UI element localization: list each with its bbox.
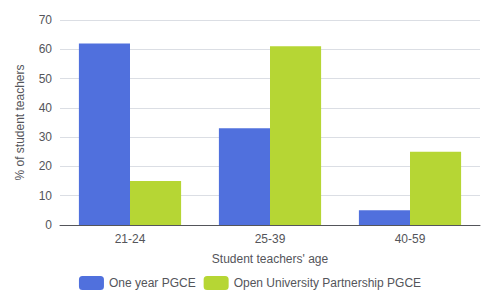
svg-text:50: 50 xyxy=(39,72,53,86)
svg-text:% of student teachers: % of student teachers xyxy=(13,64,27,180)
svg-text:30: 30 xyxy=(39,130,53,144)
svg-text:60: 60 xyxy=(39,42,53,56)
svg-text:10: 10 xyxy=(39,189,53,203)
svg-text:40: 40 xyxy=(39,101,53,115)
svg-text:Student teachers' age: Student teachers' age xyxy=(212,252,329,266)
svg-text:70: 70 xyxy=(39,13,53,27)
svg-text:0: 0 xyxy=(45,218,52,232)
svg-text:One year PGCE: One year PGCE xyxy=(109,276,196,290)
svg-text:Open University Partnership PG: Open University Partnership PGCE xyxy=(234,276,421,290)
svg-text:40-59: 40-59 xyxy=(395,232,426,246)
svg-text:25-39: 25-39 xyxy=(255,232,286,246)
svg-text:21-24: 21-24 xyxy=(115,232,146,246)
svg-text:20: 20 xyxy=(39,159,53,173)
